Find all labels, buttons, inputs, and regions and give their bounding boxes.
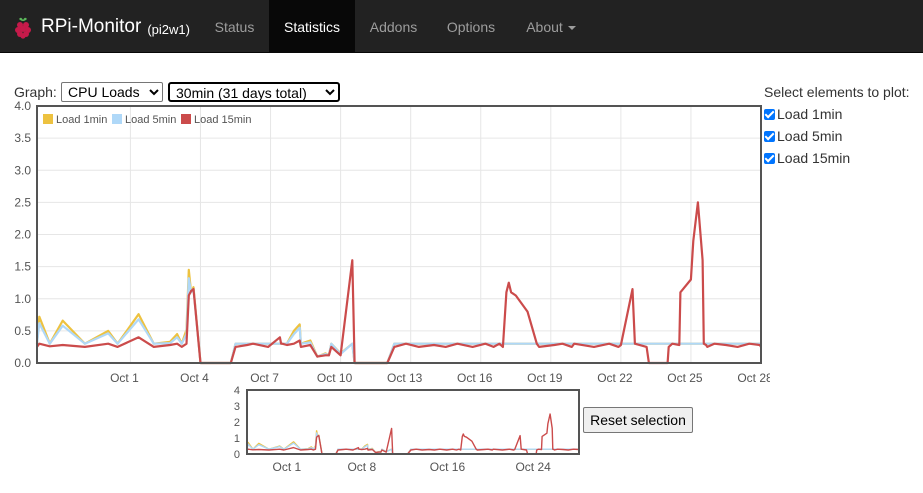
raspberry-icon (15, 17, 31, 39)
x-tick-label: Oct 22 (597, 371, 633, 385)
overview-x-tick-label: Oct 16 (430, 460, 466, 474)
nav-about-label: About (526, 18, 563, 35)
y-tick-label: 0.5 (14, 324, 31, 338)
chart-frame (36, 105, 762, 364)
y-tick-label: 2.0 (14, 228, 31, 242)
nav-addons-label: Addons (369, 18, 418, 35)
legend-label-load15: Load 15min (194, 114, 252, 126)
y-tick-label: 1.5 (14, 260, 31, 274)
x-tick-label: Oct 25 (667, 371, 703, 385)
nav-options[interactable]: Options (432, 0, 510, 53)
y-tick-label: 3.0 (14, 163, 31, 177)
overview-y-tick-label: 3 (234, 401, 240, 413)
graph-select[interactable]: CPU Loads (61, 82, 163, 102)
load5-checkbox-row[interactable]: Load 5min (764, 128, 842, 144)
reset-selection-button[interactable]: Reset selection (583, 407, 693, 433)
overview-y-tick-label: 1 (234, 433, 240, 445)
overview-y-tick-label: 0 (234, 449, 240, 461)
navbar: RPi-Monitor (pi2w1) Status Statistics Ad… (0, 0, 923, 53)
y-tick-label: 1.0 (14, 292, 31, 306)
legend-label-load5: Load 5min (125, 114, 176, 126)
caret-down-icon (567, 25, 576, 30)
brand-hostname: (pi2w1) (147, 22, 190, 37)
y-tick-label: 0.0 (14, 356, 31, 370)
x-tick-label: Oct 10 (317, 371, 353, 385)
cpu-load-chart[interactable]: 0.0 0.5 1.0 1.5 2.0 2.5 3.0 3.5 4.0 Oct 1 Oct 4 Oc… (0, 96, 770, 388)
load15-checkbox[interactable] (764, 152, 775, 164)
overview-plot-area[interactable] (247, 390, 579, 454)
overview-y-tick-label: 2 (234, 417, 240, 429)
legend-swatch-load1 (43, 114, 53, 124)
legend-swatch-load5 (112, 114, 122, 124)
x-tick-label: Oct 13 (387, 371, 423, 385)
nav-about[interactable]: About (510, 0, 592, 53)
nav-options-label: Options (446, 18, 496, 35)
period-select[interactable]: 30min (31 days total) (168, 82, 340, 102)
x-tick-label: Oct 16 (457, 371, 493, 385)
load1-checkbox-row[interactable]: Load 1min (764, 106, 842, 122)
y-tick-label: 2.5 (14, 195, 31, 209)
y-tick-label: 3.5 (14, 131, 31, 145)
overview-x-tick-label: Oct 8 (347, 460, 376, 474)
legend-swatch-load15 (181, 114, 191, 124)
main-series-load-15min (36, 201, 762, 365)
nav-addons[interactable]: Addons (355, 0, 432, 53)
nav-statistics[interactable]: Statistics (269, 0, 355, 53)
legend-label-load1: Load 1min (56, 114, 107, 126)
nav-status-label: Status (214, 18, 255, 35)
overview-x-tick-label: Oct 24 (515, 460, 551, 474)
x-tick-label: Oct 1 (110, 371, 139, 385)
load1-checkbox[interactable] (764, 108, 775, 120)
chart-legend: Load 1min Load 5min Load 15min (43, 114, 252, 126)
load15-checkbox-row[interactable]: Load 15min (764, 150, 850, 166)
load15-checkbox-label: Load 15min (777, 150, 851, 166)
y-tick-label: 4.0 (14, 99, 31, 113)
load5-checkbox-label: Load 5min (777, 128, 843, 144)
x-tick-label: Oct 4 (180, 371, 209, 385)
plot-select-title: Select elements to plot: (764, 84, 910, 100)
nav-statistics-label: Statistics (283, 18, 340, 35)
load1-checkbox-label: Load 1min (777, 106, 843, 122)
load5-checkbox[interactable] (764, 130, 775, 142)
x-tick-label: Oct 7 (250, 371, 279, 385)
brand[interactable]: RPi-Monitor (pi2w1) (12, 0, 190, 53)
overview-frame (246, 389, 580, 455)
overview-x-tick-label: Oct 1 (272, 460, 301, 474)
x-tick-label: Oct 19 (527, 371, 563, 385)
overview-y-tick-label: 4 (234, 385, 240, 397)
overview-chart[interactable]: 0 1 2 3 4 Oct 1 Oct 8 Oct 16 Oct 24 (228, 383, 588, 478)
overview-series-load-15min (246, 413, 580, 455)
nav-status[interactable]: Status (200, 0, 269, 53)
graph-label: Graph: (14, 84, 57, 100)
brand-title: RPi-Monitor (41, 15, 142, 37)
x-tick-label: Oct 28 (737, 371, 770, 385)
